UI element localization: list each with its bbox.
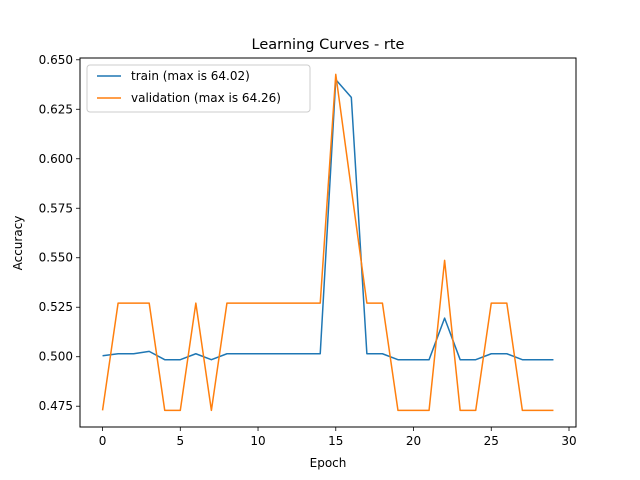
y-tick-label: 0.500 (39, 350, 73, 364)
y-tick-label: 0.525 (39, 300, 73, 314)
x-tick-label: 30 (561, 434, 576, 448)
y-axis-ticks: 0.475 0.500 0.525 0.550 0.575 0.600 0.625 0.650 (39, 53, 80, 413)
y-tick-label: 0.625 (39, 102, 73, 116)
chart-title: Learning Curves - rte (252, 37, 405, 53)
y-tick-label: 0.575 (39, 201, 73, 215)
legend-box (86, 64, 311, 113)
x-tick-label: 10 (250, 434, 265, 448)
y-tick-label: 0.600 (39, 152, 73, 166)
x-tick-label: 0 (99, 434, 107, 448)
legend: train (max is 64.02) validation (max is … (86, 64, 311, 113)
x-tick-label: 5 (176, 434, 184, 448)
x-tick-label: 15 (328, 434, 343, 448)
y-axis-label: Accuracy (11, 216, 25, 271)
y-tick-label: 0.550 (39, 251, 73, 265)
plot-frame (79, 57, 577, 428)
x-axis-ticks: 0 5 10 15 20 25 30 (99, 427, 577, 448)
series-line-validation (101, 73, 554, 412)
legend-label-validation: validation (max is 64.26) (131, 91, 281, 105)
series-line-train (102, 78, 554, 361)
x-tick-label: 20 (406, 434, 421, 448)
x-axis-label: Epoch (310, 456, 347, 470)
y-tick-label: 0.475 (39, 399, 73, 413)
x-tick-label: 25 (484, 434, 499, 448)
y-tick-label: 0.650 (39, 53, 73, 67)
series-layer (101, 73, 554, 412)
legend-label-train: train (max is 64.02) (131, 69, 250, 83)
